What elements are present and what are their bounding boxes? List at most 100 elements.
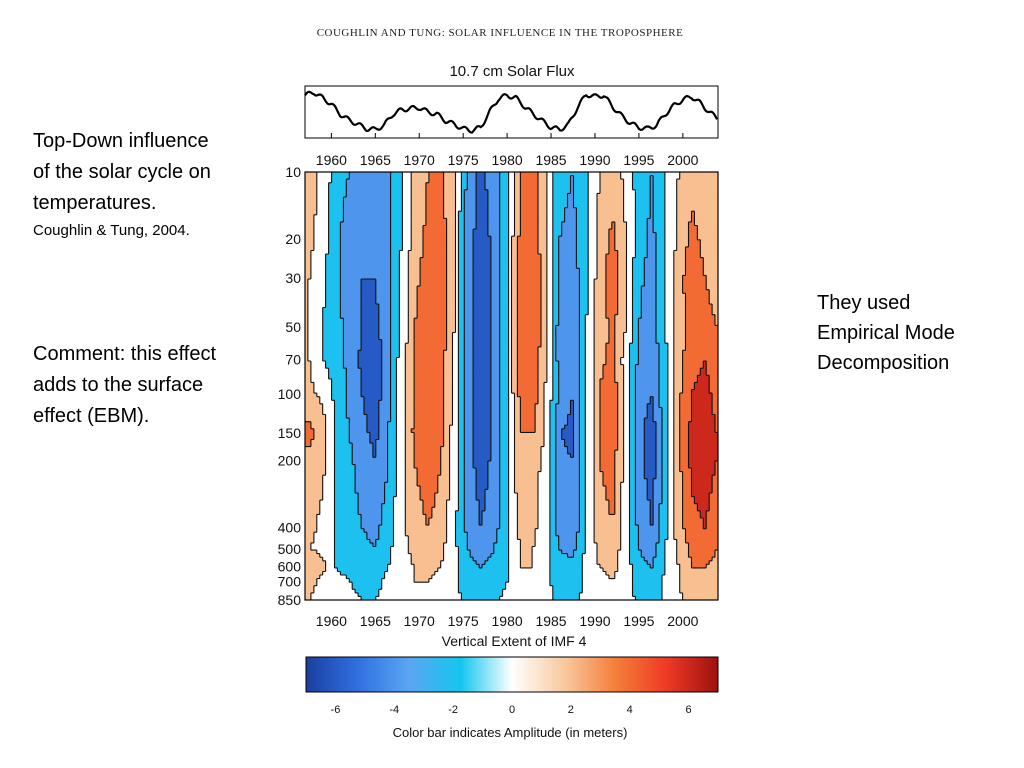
heatmap-cell <box>349 264 353 269</box>
heatmap-cell <box>629 232 634 237</box>
heatmap-cell <box>623 261 628 266</box>
heatmap-cell <box>331 236 336 241</box>
heatmap-cell <box>697 172 701 177</box>
heatmap-cell <box>390 207 395 212</box>
heatmap-cell <box>629 279 634 284</box>
heatmap-cell <box>546 239 551 244</box>
heatmap-cell <box>378 239 383 244</box>
heatmap-cell <box>316 296 321 301</box>
heatmap-cell <box>490 214 495 219</box>
heatmap-cell <box>541 271 545 277</box>
heatmap-cell <box>517 172 521 177</box>
heatmap-cell <box>375 189 380 194</box>
heatmap-cell <box>638 268 642 273</box>
heatmap-cell <box>423 204 427 209</box>
heatmap-cell <box>541 221 545 227</box>
heatmap-cell <box>414 246 418 252</box>
heatmap-cell <box>402 232 406 237</box>
heatmap-cell <box>561 207 566 212</box>
heatmap-cell <box>614 196 619 202</box>
heatmap-cell <box>588 182 592 187</box>
heatmap-cell <box>626 200 631 205</box>
heatmap-cell <box>602 282 607 287</box>
heatmap-cell <box>364 257 368 262</box>
heatmap-cell <box>414 264 418 269</box>
heatmap-cell <box>653 232 657 237</box>
heatmap-cell <box>420 189 424 194</box>
heatmap-cell <box>423 239 427 244</box>
heatmap-cell <box>567 189 572 194</box>
heatmap-cell <box>455 243 459 248</box>
heatmap-cell <box>641 214 645 219</box>
heatmap-cell <box>661 207 666 212</box>
heatmap-cell <box>600 200 604 205</box>
heatmap-cell <box>381 218 386 223</box>
heatmap-cell <box>434 200 439 205</box>
heatmap-cell <box>381 207 386 212</box>
heatmap-cell <box>611 229 616 234</box>
heatmap-cell <box>517 236 521 241</box>
heatmap-cell <box>325 243 330 248</box>
heatmap-cell <box>337 232 341 237</box>
heatmap-cell <box>541 261 545 266</box>
heatmap-cell <box>635 243 639 248</box>
heatmap-cell <box>355 282 359 287</box>
heatmap-cell <box>420 179 424 184</box>
heatmap-cell <box>638 232 642 237</box>
heatmap-cell <box>446 218 451 223</box>
heatmap-cell <box>428 268 433 273</box>
heatmap-cell <box>709 196 713 202</box>
heatmap-cell <box>529 196 533 202</box>
heatmap-cell <box>535 179 539 184</box>
heatmap-cell <box>673 264 678 269</box>
heatmap-cell <box>420 229 424 234</box>
heatmap-cell <box>423 296 427 301</box>
heatmap-cell <box>381 254 386 259</box>
heatmap-cell <box>558 189 563 194</box>
heatmap-cell <box>381 289 386 294</box>
heatmap-cell <box>372 229 377 234</box>
heatmap-cell <box>523 246 527 252</box>
heatmap-cell <box>446 264 451 269</box>
heatmap-cell <box>629 268 634 273</box>
heatmap-cell <box>499 261 504 266</box>
heatmap-cell <box>632 246 636 252</box>
heatmap-cell <box>361 200 365 205</box>
heatmap-cell <box>508 275 513 280</box>
heatmap-cell <box>697 261 701 266</box>
heatmap-cell <box>656 232 660 237</box>
heatmap-cell <box>355 179 359 184</box>
heatmap-cell <box>305 282 309 287</box>
heatmap-cell <box>355 236 359 241</box>
heatmap-cell <box>688 268 693 273</box>
heatmap-cell <box>535 236 539 241</box>
heatmap-cell <box>541 289 545 294</box>
heatmap-cell <box>482 264 486 269</box>
heatmap-cell <box>381 264 386 269</box>
heatmap-cell <box>428 279 433 284</box>
heatmap-cell <box>305 232 309 237</box>
heatmap-cell <box>579 214 583 219</box>
heatmap-cell <box>629 239 634 244</box>
heatmap-cell <box>679 246 684 252</box>
heatmap-cell <box>691 261 695 266</box>
heatmap-cell <box>611 236 616 241</box>
heatmap-cell <box>523 261 527 266</box>
heatmap-cell <box>709 193 713 198</box>
heatmap-cell <box>585 200 589 205</box>
heatmap-cell <box>659 225 663 230</box>
heatmap-cell <box>706 261 710 266</box>
heatmap-cell <box>541 186 545 191</box>
heatmap-cell <box>543 211 548 216</box>
heatmap-cell <box>496 214 501 219</box>
heatmap-cell <box>431 175 436 180</box>
heatmap-cell <box>446 175 451 180</box>
heatmap-cell <box>408 175 412 180</box>
heatmap-cell <box>650 186 654 191</box>
heatmap-cell <box>316 250 321 255</box>
heatmap-cell <box>328 221 333 227</box>
heatmap-cell <box>585 225 589 230</box>
heatmap-cell <box>408 264 412 269</box>
heatmap-cell <box>482 193 486 198</box>
heatmap-cell <box>623 221 628 227</box>
